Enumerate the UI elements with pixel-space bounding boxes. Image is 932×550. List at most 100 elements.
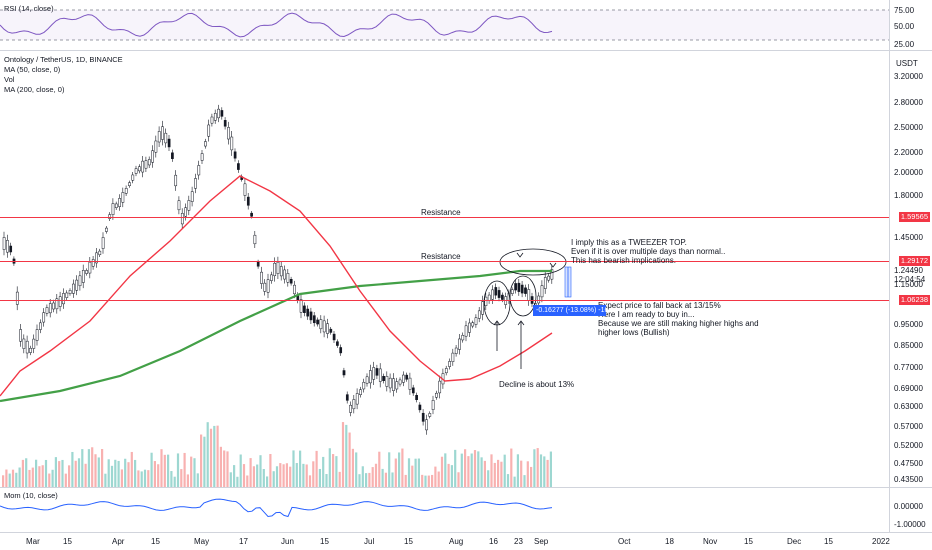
candle-body <box>289 279 293 284</box>
volume-bar <box>71 451 74 487</box>
time-tick-label: 23 <box>514 537 523 546</box>
rsi-plot <box>0 9 890 41</box>
tweezer-ellipse <box>499 248 567 276</box>
price-tick-label: 1.45000 <box>894 233 923 242</box>
candle-body <box>29 347 32 353</box>
volume-bar <box>497 459 500 487</box>
candle-body <box>362 381 366 390</box>
candle-body <box>471 322 475 327</box>
price-chart-panel[interactable]: Ontology / TetherUS, 1D, BINANCE MA (50,… <box>0 51 890 488</box>
time-tick-label: 15 <box>151 537 160 546</box>
volume-bar <box>302 463 305 487</box>
volume-bar <box>295 463 298 487</box>
volume-bar <box>84 463 87 487</box>
candle-body <box>131 174 135 181</box>
volume-bar <box>473 450 477 487</box>
candle-body <box>121 192 125 203</box>
candle-body <box>128 182 131 187</box>
resistance-label-high: Resistance <box>421 208 461 217</box>
volume-bar <box>150 452 153 487</box>
volume-bar <box>28 469 31 487</box>
volume-bar <box>134 459 137 487</box>
candle-body <box>468 322 471 333</box>
candle-body <box>454 347 458 354</box>
volume-bar <box>398 452 401 487</box>
volume-bar <box>196 473 199 487</box>
volume-bar <box>401 448 404 487</box>
price-tick-label: 2.00000 <box>894 168 923 177</box>
candle-body <box>39 322 42 330</box>
volume-bar <box>355 452 358 487</box>
candle-body <box>418 404 422 411</box>
candle-body <box>124 188 128 194</box>
candle-body <box>161 126 164 140</box>
rsi-panel[interactable]: RSI (14, close) <box>0 0 890 51</box>
volume-bar <box>404 474 407 487</box>
volume-bar <box>470 453 473 487</box>
momentum-panel[interactable]: Mom (10, close) <box>0 488 890 533</box>
candle-body <box>293 284 296 295</box>
candle-body <box>385 376 389 387</box>
volume-bar <box>332 454 335 487</box>
volume-bar <box>368 472 371 487</box>
candle-body <box>306 308 310 317</box>
candle-body <box>365 376 369 384</box>
candle-body <box>312 315 316 324</box>
volume-bar <box>381 468 384 487</box>
volume-bar <box>365 473 368 487</box>
volume-bar <box>391 472 394 487</box>
candle-body <box>395 381 399 390</box>
candle-body <box>177 200 181 211</box>
measure-label[interactable]: -0.16277 (-13.08%) -1627 <box>533 305 606 316</box>
candle-body <box>75 279 79 291</box>
price-axis[interactable]: USDT 3.20000 2.80000 2.50000 2.20000 2.00000… <box>889 51 932 488</box>
volume-bar <box>223 450 226 487</box>
support-line[interactable] <box>0 300 890 301</box>
volume-bar <box>394 458 397 487</box>
price-tick-label: 1.80000 <box>894 191 923 200</box>
volume-bar <box>282 464 285 487</box>
candle-body <box>246 196 250 206</box>
candle-body <box>322 320 326 333</box>
time-tick-label: 15 <box>824 537 833 546</box>
candle-body <box>147 159 151 166</box>
volume-bar <box>41 465 44 487</box>
volume-bar <box>305 464 308 487</box>
resistance-line-mid[interactable] <box>0 261 890 262</box>
volume-bar <box>417 458 420 487</box>
candle-body <box>200 153 204 161</box>
volume-bar <box>513 476 516 487</box>
volume-bar <box>266 476 269 487</box>
candle-body <box>68 290 72 294</box>
rsi-tick-50: 50.00 <box>894 22 915 31</box>
time-axis[interactable]: Mar 15 Apr 15 May 17 Jun 15 Jul 15 Aug 16 23 Sep Oct 18… <box>0 533 932 550</box>
candle-body <box>491 289 494 300</box>
volume-bar <box>153 461 156 487</box>
candle-body <box>227 127 230 140</box>
volume-bar <box>249 458 252 487</box>
candle-body <box>537 295 541 304</box>
candle-body <box>237 163 240 170</box>
candle-body <box>167 138 171 148</box>
candle-body <box>339 347 343 354</box>
volume-bar <box>31 467 34 487</box>
volume-bar <box>318 468 321 487</box>
price-tick-label: 3.20000 <box>894 72 923 81</box>
candle-body <box>372 367 376 380</box>
volume-bar <box>8 473 11 487</box>
candle-body <box>316 319 319 325</box>
volume-bar <box>101 449 104 487</box>
expect-note-line3: Because we are still making higher highs… <box>598 319 759 328</box>
volume-bar <box>378 451 381 487</box>
volume-bar <box>94 454 97 487</box>
volume-bar <box>516 454 519 487</box>
candle-body <box>48 303 52 314</box>
price-tick-label: 0.52000 <box>894 441 923 450</box>
candle-body <box>428 413 432 417</box>
volume-bar <box>213 425 216 487</box>
resistance-line-high[interactable] <box>0 217 890 218</box>
candle-body <box>256 261 260 267</box>
candle-body <box>520 284 524 294</box>
volume-bar <box>48 473 51 487</box>
volume-bar <box>18 467 21 487</box>
